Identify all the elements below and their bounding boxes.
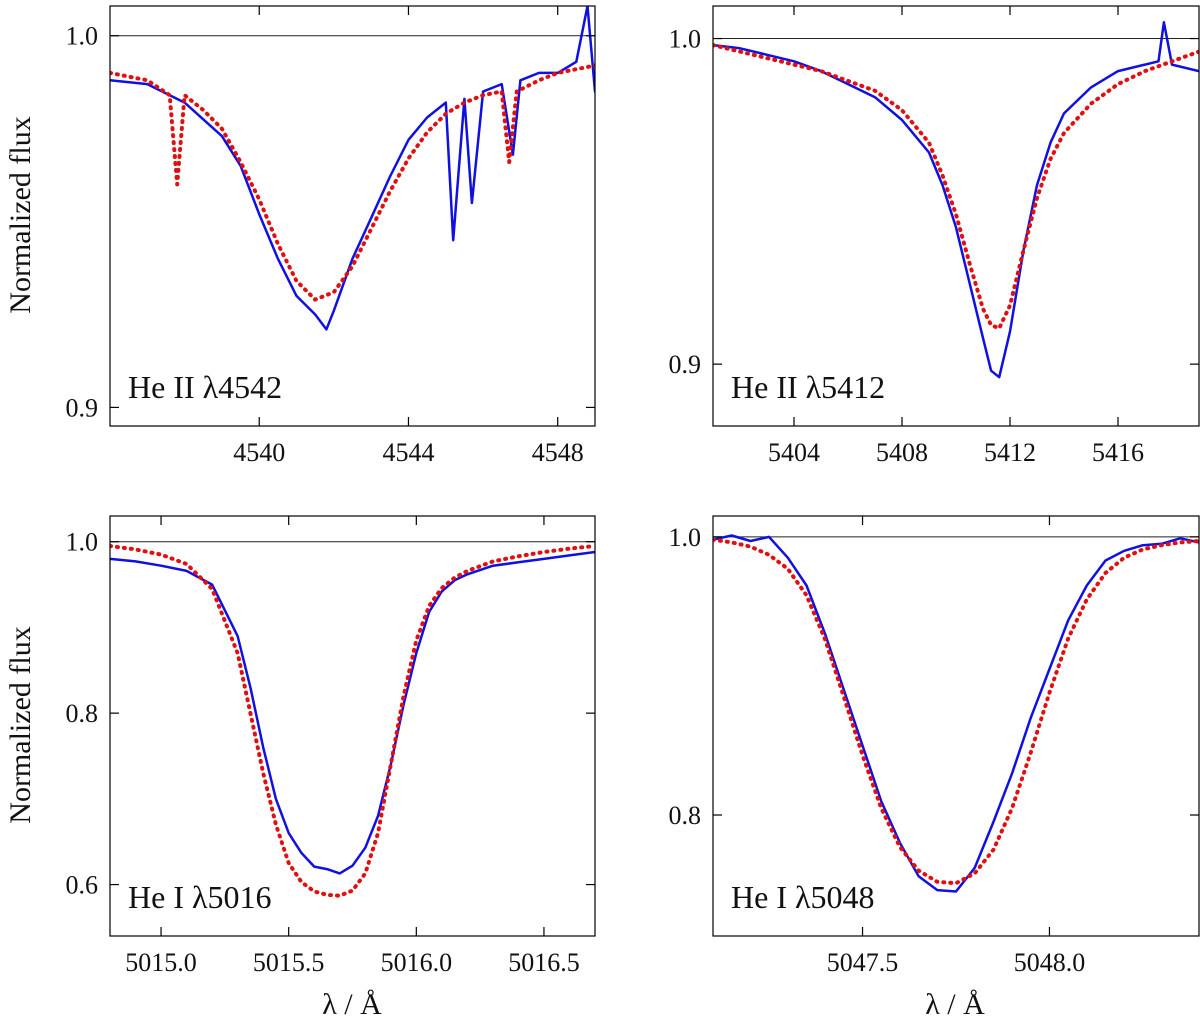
plot-frame <box>712 5 1200 427</box>
observed-spectrum-line <box>713 534 1199 893</box>
x-tick-label: 5015.5 <box>253 948 325 977</box>
panel-he2-5412: 5404 5408 5412 5416 0.9 1.0 He II λ5412 <box>669 5 1200 467</box>
y-axis-title-bottom: Normalized flux <box>4 626 37 823</box>
plot-frame <box>109 5 596 427</box>
y-tick-label: 1.0 <box>66 528 99 557</box>
x-tick-label: 5015.0 <box>125 948 197 977</box>
x-tick-label: 4544 <box>382 438 434 467</box>
model-spectrum-line <box>713 43 1199 331</box>
x-tick-label: 4540 <box>233 438 285 467</box>
panel-he1-5016: 5015.0 5015.5 5016.0 5016.5 0.6 0.8 1.0 He I λ5… <box>66 515 596 977</box>
y-tick-label: 1.0 <box>66 22 99 51</box>
model-spectrum-line <box>713 537 1199 886</box>
panel-he1-5048: 5047.5 5048.0 0.8 1.0 He I λ5048 <box>669 515 1200 977</box>
observed-spectrum-line <box>110 550 595 875</box>
x-tick-label: 4548 <box>532 438 584 467</box>
model-spectrum-line <box>110 63 595 302</box>
panel-title: He I λ5016 <box>128 879 271 915</box>
plot-frame <box>109 515 596 937</box>
panel-title: He I λ5048 <box>731 879 874 915</box>
x-tick-label: 5404 <box>768 438 820 467</box>
x-tick-label: 5047.5 <box>827 948 899 977</box>
observed-spectrum-line <box>713 21 1199 379</box>
plot-frame <box>712 515 1200 937</box>
y-tick-label: 1.0 <box>669 523 702 552</box>
panel-title: He II λ4542 <box>128 369 282 405</box>
x-tick-label: 5016.5 <box>508 948 580 977</box>
x-axis-title-right: λ / Å <box>925 988 985 1018</box>
x-tick-label: 5408 <box>876 438 928 467</box>
x-tick-label: 5016.0 <box>381 948 453 977</box>
y-tick-label: 1.0 <box>669 25 702 54</box>
y-tick-label: 0.9 <box>66 393 99 422</box>
panel-he2-4542: 4540 4544 4548 0.9 1.0 He II λ4542 <box>66 5 596 467</box>
y-tick-label: 0.9 <box>669 350 702 379</box>
panel-title: He II λ5412 <box>731 369 885 405</box>
x-axis-title-left: λ / Å <box>322 988 382 1018</box>
x-tick-label: 5048.0 <box>1014 948 1086 977</box>
x-tick-label: 5416 <box>1092 438 1144 467</box>
observed-spectrum-line <box>110 6 595 331</box>
x-tick-label: 5412 <box>984 438 1036 467</box>
y-axis-title-top: Normalized flux <box>4 116 37 313</box>
model-spectrum-line <box>110 544 595 898</box>
y-tick-label: 0.6 <box>66 871 99 900</box>
y-tick-label: 0.8 <box>66 699 99 728</box>
y-tick-label: 0.8 <box>669 801 702 830</box>
